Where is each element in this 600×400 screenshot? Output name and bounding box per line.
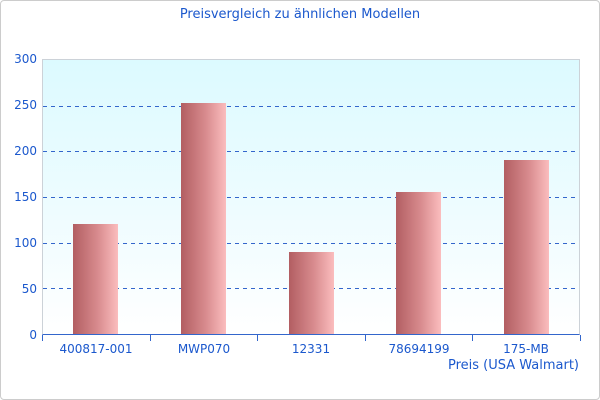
x-tick-3 xyxy=(365,335,366,341)
x-category-label-12331: 12331 xyxy=(291,342,331,356)
chart-title: Preisvergleich zu ähnlichen Modellen xyxy=(179,7,421,22)
y-tick-label-200: 200 xyxy=(14,144,37,158)
x-category-label-400817-001: 400817-001 xyxy=(59,342,133,356)
x-category-label-MWP070: MWP070 xyxy=(177,342,231,356)
x-category-label-78694199: 78694199 xyxy=(388,342,450,356)
bar-78694199 xyxy=(396,192,441,334)
x-category-label-175-MB: 175-MB xyxy=(503,342,549,356)
bar-12331 xyxy=(289,252,334,334)
gridline-250 xyxy=(43,106,579,107)
x-tick-1 xyxy=(150,335,151,341)
y-tick-label-0: 0 xyxy=(29,328,37,342)
plot-area xyxy=(42,59,580,335)
x-axis-title: Preis (USA Walmart) xyxy=(447,358,579,373)
y-tick-label-300: 300 xyxy=(14,52,37,66)
bar-175-MB xyxy=(504,160,549,334)
x-tick-0 xyxy=(42,335,43,341)
x-tick-2 xyxy=(257,335,258,341)
gridline-200 xyxy=(43,151,579,152)
y-tick-label-50: 50 xyxy=(21,282,37,296)
y-tick-label-100: 100 xyxy=(14,236,37,250)
x-tick-5 xyxy=(580,335,581,341)
gridline-100 xyxy=(43,243,579,244)
x-tick-4 xyxy=(472,335,473,341)
y-tick-label-250: 250 xyxy=(14,98,37,112)
y-tick-label-150: 150 xyxy=(14,190,37,204)
bar-MWP070 xyxy=(181,103,226,334)
bar-400817-001 xyxy=(73,224,118,334)
gridline-150 xyxy=(43,197,579,198)
